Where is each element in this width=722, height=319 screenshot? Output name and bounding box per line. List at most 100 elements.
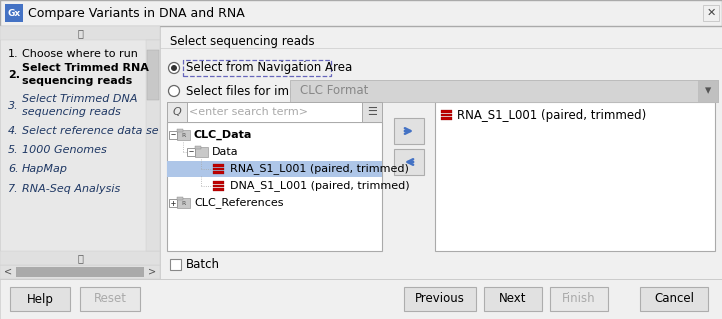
Text: CLC Format: CLC Format — [300, 85, 368, 98]
Bar — [167, 161, 382, 177]
Text: 3.: 3. — [8, 101, 19, 111]
Text: R: R — [181, 201, 186, 206]
Text: Select files for import:: Select files for import: — [186, 85, 318, 98]
Text: Navigation Area: Navigation Area — [170, 106, 265, 118]
Bar — [170, 259, 181, 270]
Text: Select sequencing reads: Select sequencing reads — [170, 34, 315, 48]
Circle shape — [168, 63, 180, 73]
Bar — [195, 146, 201, 149]
Bar — [213, 188, 224, 190]
Bar — [16, 267, 144, 277]
Text: R: R — [181, 133, 186, 138]
Bar — [147, 50, 159, 100]
Text: Reset: Reset — [94, 293, 126, 306]
Bar — [394, 118, 424, 144]
Bar — [441, 114, 452, 116]
Text: Next: Next — [499, 293, 527, 306]
Text: DNA_S1_L001 (paired, trimmed): DNA_S1_L001 (paired, trimmed) — [230, 181, 409, 191]
Bar — [213, 185, 224, 187]
Bar — [640, 287, 708, 311]
Text: ✕: ✕ — [706, 8, 716, 18]
Text: 5.: 5. — [8, 145, 19, 155]
Circle shape — [168, 85, 180, 97]
Bar — [441, 110, 452, 113]
Text: Previous: Previous — [415, 293, 465, 306]
Text: Select Trimmed DNA: Select Trimmed DNA — [22, 94, 137, 104]
Text: RNA_S1_L001 (paired, trimmed): RNA_S1_L001 (paired, trimmed) — [230, 164, 409, 174]
Text: sequencing reads: sequencing reads — [22, 107, 121, 117]
Bar — [213, 164, 224, 167]
Bar — [195, 147, 208, 157]
Text: RNA_S1_L001 (paired, trimmed): RNA_S1_L001 (paired, trimmed) — [457, 108, 646, 122]
Bar — [703, 5, 719, 21]
Text: Cancel: Cancel — [654, 293, 694, 306]
Text: 6.: 6. — [8, 164, 19, 174]
Text: ▾: ▾ — [705, 85, 711, 98]
Text: Select Trimmed RNA: Select Trimmed RNA — [22, 63, 149, 73]
Text: CLC_References: CLC_References — [194, 197, 284, 208]
Bar — [0, 0, 722, 26]
Text: 1000 Genomes: 1000 Genomes — [22, 145, 107, 155]
Text: 2.: 2. — [8, 70, 20, 80]
Bar — [146, 40, 160, 251]
Bar — [0, 251, 160, 265]
Bar — [435, 102, 715, 251]
Text: Choose where to run: Choose where to run — [22, 49, 138, 59]
Bar — [167, 102, 362, 122]
Text: −: − — [188, 147, 193, 157]
Text: 4.: 4. — [8, 126, 19, 136]
Bar — [698, 80, 718, 102]
Text: HapMap: HapMap — [22, 164, 68, 174]
Bar — [213, 181, 224, 183]
Text: 7.: 7. — [8, 184, 19, 194]
Text: Q: Q — [173, 107, 181, 117]
Text: 1.: 1. — [8, 49, 19, 59]
Bar — [394, 149, 424, 175]
Bar — [5, 4, 23, 22]
Text: ﹀: ﹀ — [77, 253, 83, 263]
Bar — [362, 102, 382, 122]
Text: ☰: ☰ — [367, 107, 377, 117]
Text: <: < — [4, 267, 12, 277]
Bar — [167, 102, 187, 122]
Text: Help: Help — [27, 293, 53, 306]
Bar — [0, 279, 722, 319]
Bar — [0, 26, 160, 40]
Text: ︿: ︿ — [77, 28, 83, 38]
Bar — [550, 287, 608, 311]
Text: Batch: Batch — [186, 257, 220, 271]
Bar — [290, 80, 718, 102]
Bar — [177, 129, 183, 132]
Bar — [0, 265, 160, 279]
Bar — [160, 26, 722, 279]
Bar — [187, 148, 195, 156]
Text: Data: Data — [212, 147, 239, 157]
Text: +: + — [170, 198, 175, 207]
Text: >: > — [148, 267, 156, 277]
Bar — [441, 117, 452, 120]
Circle shape — [171, 65, 177, 71]
Bar — [213, 171, 224, 174]
Bar — [183, 60, 331, 76]
Text: Gx: Gx — [7, 9, 20, 18]
Bar — [10, 287, 70, 311]
Bar — [404, 287, 476, 311]
Bar — [177, 130, 190, 140]
Text: sequencing reads: sequencing reads — [22, 76, 132, 86]
Bar — [80, 287, 140, 311]
Bar — [0, 26, 160, 279]
Bar — [167, 122, 382, 251]
Text: Select from Navigation Area: Select from Navigation Area — [186, 62, 352, 75]
Text: Finish: Finish — [562, 293, 596, 306]
Bar — [169, 199, 177, 207]
Bar — [484, 287, 542, 311]
Text: Select reference data se: Select reference data se — [22, 126, 159, 136]
Bar — [177, 198, 190, 208]
Text: −: − — [170, 130, 175, 139]
Text: Selected elements (1): Selected elements (1) — [435, 106, 565, 118]
Bar — [213, 168, 224, 170]
Text: CLC_Data: CLC_Data — [194, 130, 253, 140]
Text: RNA-Seq Analysis: RNA-Seq Analysis — [22, 184, 121, 194]
Text: <enter search term>: <enter search term> — [189, 107, 308, 117]
Bar — [169, 131, 177, 139]
